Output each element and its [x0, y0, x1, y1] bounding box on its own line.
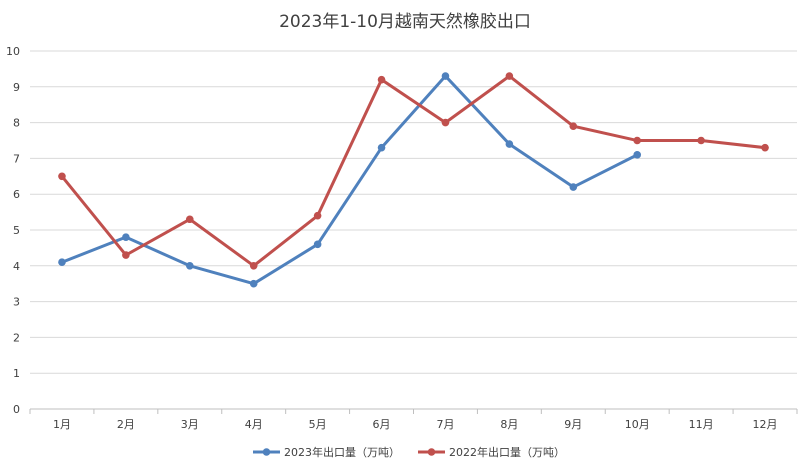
- legend-swatch-marker: [262, 448, 271, 456]
- data-point: [697, 136, 705, 145]
- data-point: [185, 215, 194, 224]
- y-tick-label: 4: [13, 260, 20, 273]
- data-point: [505, 140, 514, 148]
- data-point: [249, 279, 258, 288]
- y-tick-label: 6: [13, 188, 20, 201]
- data-point: [58, 172, 66, 181]
- chart-title: 2023年1-10月越南天然橡胶出口: [279, 12, 531, 32]
- data-point: [185, 262, 194, 270]
- data-point: [569, 122, 578, 130]
- y-tick-label: 2: [13, 331, 20, 344]
- x-tick-label: 4月: [245, 418, 263, 431]
- data-point: [313, 240, 322, 249]
- grid-lines: [30, 50, 797, 374]
- data-point: [441, 118, 450, 127]
- data-point: [122, 251, 130, 259]
- data-point: [761, 143, 769, 152]
- data-point: [633, 136, 642, 145]
- y-tick-label: 5: [13, 224, 20, 237]
- x-tick-label: 5月: [309, 418, 327, 431]
- x-tick-label: 11月: [689, 418, 714, 431]
- legend-item: 2022年出口量（万吨）: [418, 445, 565, 459]
- data-point: [377, 75, 386, 84]
- y-tick-label: 0: [13, 403, 20, 416]
- legend-label: 2023年出口量（万吨）: [284, 445, 400, 459]
- y-tick-label: 7: [13, 152, 20, 165]
- data-point: [122, 233, 130, 241]
- y-tick-label: 9: [13, 81, 20, 94]
- series-lines: [58, 72, 769, 288]
- x-tick-label: 10月: [625, 418, 650, 431]
- x-tick-label: 2月: [117, 418, 135, 431]
- axes: 0 1 2 3 4 5 6 7 8 9 10 1月 2月 3月 4月 5月 6月 7月 8月 9月 10月 11月 12月: [6, 45, 798, 431]
- data-point: [569, 183, 578, 191]
- data-point: [58, 258, 66, 267]
- series-line: [60, 74, 767, 268]
- data-point: [313, 211, 322, 220]
- legend-swatch-marker: [427, 448, 436, 456]
- legend: 2023年出口量（万吨） 2022年出口量（万吨）: [253, 445, 565, 459]
- y-tick-label: 3: [13, 296, 20, 309]
- x-tick-label: 1月: [53, 418, 71, 431]
- series-1: [58, 72, 642, 288]
- x-tick-label: 6月: [373, 418, 391, 431]
- y-tick-label: 10: [6, 45, 20, 58]
- x-tick-label: 12月: [753, 418, 778, 431]
- series-line: [60, 74, 639, 286]
- x-tick-label: 3月: [181, 418, 199, 431]
- data-point: [505, 72, 514, 80]
- data-point: [377, 143, 386, 152]
- x-tick-label: 9月: [564, 418, 582, 431]
- data-point: [249, 262, 258, 270]
- data-point: [633, 151, 642, 159]
- y-tick-label: 1: [13, 367, 20, 380]
- x-tick-label: 7月: [436, 418, 454, 431]
- series-2: [58, 72, 769, 270]
- x-tick-label: 8月: [500, 418, 518, 431]
- legend-label: 2022年出口量（万吨）: [449, 445, 565, 459]
- legend-item: 2023年出口量（万吨）: [253, 445, 400, 459]
- data-point: [441, 72, 450, 80]
- y-tick-label: 8: [13, 117, 20, 130]
